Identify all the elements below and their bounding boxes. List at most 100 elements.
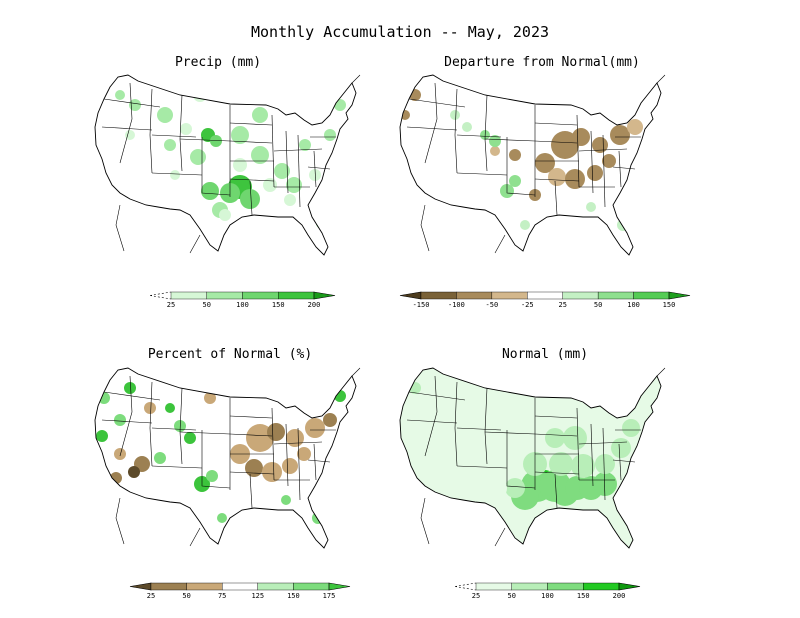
state-boundary <box>179 138 231 142</box>
state-boundary <box>151 465 203 469</box>
precip-region <box>572 128 590 146</box>
state-boundary <box>406 126 458 131</box>
colorbar-tick-label: -50 <box>486 301 499 309</box>
state-boundary <box>484 431 536 435</box>
state-boundary <box>151 172 203 176</box>
precip-region <box>450 110 460 120</box>
map-field <box>96 382 346 524</box>
colorbar-bin <box>150 292 171 299</box>
precip-region <box>309 169 321 181</box>
precip-region <box>231 126 249 144</box>
precip-region <box>246 424 274 452</box>
colorbar-tick-label: 125 <box>251 592 264 600</box>
state-boundary <box>101 126 153 131</box>
colorbar-bin <box>456 291 493 300</box>
colorbar-tick-label: 25 <box>167 301 175 309</box>
neighbor-coastline <box>420 367 666 547</box>
colorbar-bin <box>527 291 563 300</box>
state-boundary <box>229 415 273 419</box>
colorbar-bin <box>597 291 634 300</box>
precip-region <box>602 154 616 168</box>
state-boundary <box>103 98 161 108</box>
precip-region <box>334 99 346 111</box>
colorbar-tick-label: 75 <box>218 592 226 600</box>
state-boundary <box>454 88 458 174</box>
state-boundary <box>313 443 317 481</box>
precip-region <box>617 219 629 231</box>
colorbar-bin <box>420 291 457 300</box>
state-boundary <box>590 423 594 487</box>
precip-region <box>286 429 304 447</box>
precip-region <box>164 139 176 151</box>
state-boundary <box>456 172 508 176</box>
colorbar-bin <box>562 291 599 300</box>
precip-region <box>455 438 475 458</box>
state-boundary <box>149 381 153 467</box>
state-boundary <box>534 178 580 182</box>
state-boundary <box>618 150 622 188</box>
normal-map-title: Normal (mm) <box>502 347 588 362</box>
state-boundary <box>297 134 301 208</box>
map-field <box>115 88 346 229</box>
precip-region <box>509 175 521 187</box>
colorbar-tick-label: 175 <box>323 592 336 600</box>
precip-region <box>217 513 227 523</box>
state-boundary <box>576 114 580 188</box>
precip-region <box>281 495 291 505</box>
precip-region <box>610 125 630 145</box>
normal-colorbar: 25 50 100 150 200 <box>454 582 641 600</box>
precip-region <box>545 428 565 448</box>
state-boundary <box>456 427 502 431</box>
precip-region <box>282 458 298 474</box>
precip-region <box>201 182 219 200</box>
us-outline <box>399 367 662 549</box>
state-boundary <box>456 465 508 469</box>
state-boundary <box>576 407 580 481</box>
colorbar-tick-label: 50 <box>203 301 211 309</box>
precip-region <box>549 452 573 476</box>
state-boundary <box>506 175 536 196</box>
state-boundary <box>151 427 197 431</box>
state-boundary <box>179 431 231 435</box>
state-boundary <box>151 134 197 138</box>
precip-region <box>593 472 617 496</box>
state-boundary <box>201 175 231 196</box>
colorbar-bin <box>455 583 476 590</box>
state-boundary <box>307 166 331 170</box>
precip-region <box>611 438 631 458</box>
state-boundary <box>271 114 275 188</box>
state-boundary <box>101 419 153 424</box>
map-field <box>400 89 646 231</box>
colorbar-tick-label: -25 <box>521 301 534 309</box>
colorbar-bin <box>618 582 641 591</box>
state-boundary <box>273 441 323 445</box>
state-boundary <box>456 134 502 138</box>
precip-region <box>312 512 324 524</box>
precip-region <box>548 168 566 186</box>
colorbar-bin <box>668 291 691 300</box>
colorbar-bin <box>206 291 243 300</box>
colorbar-bin <box>475 582 512 591</box>
colorbar-bin <box>491 291 528 300</box>
precip-region <box>587 165 603 181</box>
precip-region <box>274 163 290 179</box>
state-boundary <box>534 140 578 144</box>
state-boundary <box>119 82 133 164</box>
departure-map-title: Departure from Normal(mm) <box>444 55 640 70</box>
precip-region <box>165 403 175 413</box>
colorbar-bin <box>129 582 152 591</box>
precip-region <box>204 392 216 404</box>
precip-region <box>324 129 336 141</box>
precip-region <box>299 139 311 151</box>
precip-region <box>124 382 136 394</box>
colorbar-tick-label: 50 <box>508 592 516 600</box>
precip-region <box>240 189 260 209</box>
precip-region <box>144 402 156 414</box>
state-boundary <box>285 130 289 194</box>
colorbar-tick-label: 50 <box>594 301 602 309</box>
us-outline <box>399 74 662 256</box>
precip-region <box>251 146 269 164</box>
colorbar-tick-label: 200 <box>613 592 626 600</box>
precip-region <box>586 202 596 212</box>
